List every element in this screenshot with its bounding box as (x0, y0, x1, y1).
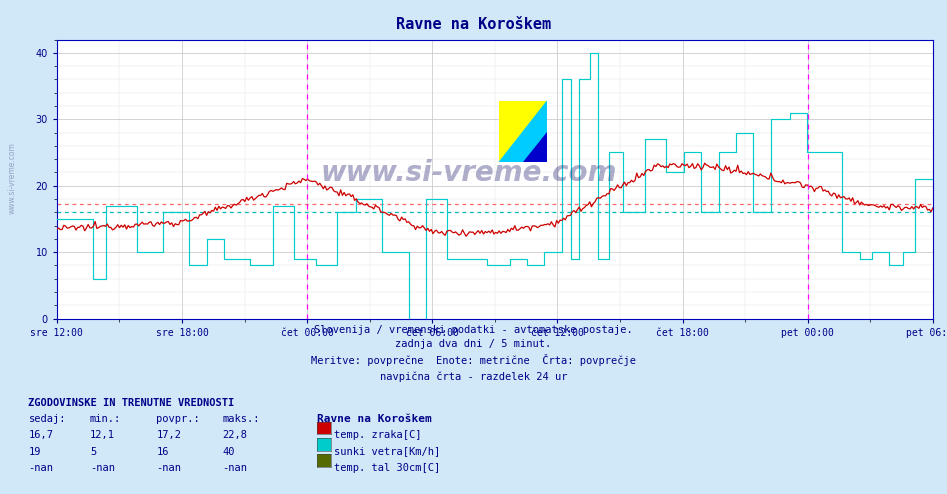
Text: 16: 16 (156, 447, 169, 456)
Text: www.si-vreme.com: www.si-vreme.com (8, 142, 17, 214)
Text: Ravne na Koroškem: Ravne na Koroškem (317, 414, 432, 424)
Text: -nan: -nan (28, 463, 53, 473)
Text: 17,2: 17,2 (156, 430, 181, 440)
Text: www.si-vreme.com: www.si-vreme.com (320, 160, 616, 188)
Text: -nan: -nan (156, 463, 181, 473)
Text: maks.:: maks.: (223, 414, 260, 424)
Text: temp. zraka[C]: temp. zraka[C] (334, 430, 421, 440)
Text: ZGODOVINSKE IN TRENUTNE VREDNOSTI: ZGODOVINSKE IN TRENUTNE VREDNOSTI (28, 398, 235, 408)
Text: 16,7: 16,7 (28, 430, 53, 440)
Text: sedaj:: sedaj: (28, 414, 66, 424)
Text: 5: 5 (90, 447, 97, 456)
Text: Ravne na Koroškem: Ravne na Koroškem (396, 17, 551, 32)
Polygon shape (499, 101, 547, 163)
Text: sunki vetra[Km/h]: sunki vetra[Km/h] (334, 447, 440, 456)
Text: 12,1: 12,1 (90, 430, 115, 440)
Text: povpr.:: povpr.: (156, 414, 200, 424)
Text: -nan: -nan (90, 463, 115, 473)
Polygon shape (499, 101, 547, 163)
Polygon shape (524, 131, 547, 163)
Text: min.:: min.: (90, 414, 121, 424)
Text: 19: 19 (28, 447, 41, 456)
Text: Slovenija / vremenski podatki - avtomatske postaje.
zadnja dva dni / 5 minut.
Me: Slovenija / vremenski podatki - avtomats… (311, 325, 636, 382)
Text: temp. tal 30cm[C]: temp. tal 30cm[C] (334, 463, 440, 473)
Text: 40: 40 (223, 447, 235, 456)
Text: 22,8: 22,8 (223, 430, 247, 440)
Text: -nan: -nan (223, 463, 247, 473)
